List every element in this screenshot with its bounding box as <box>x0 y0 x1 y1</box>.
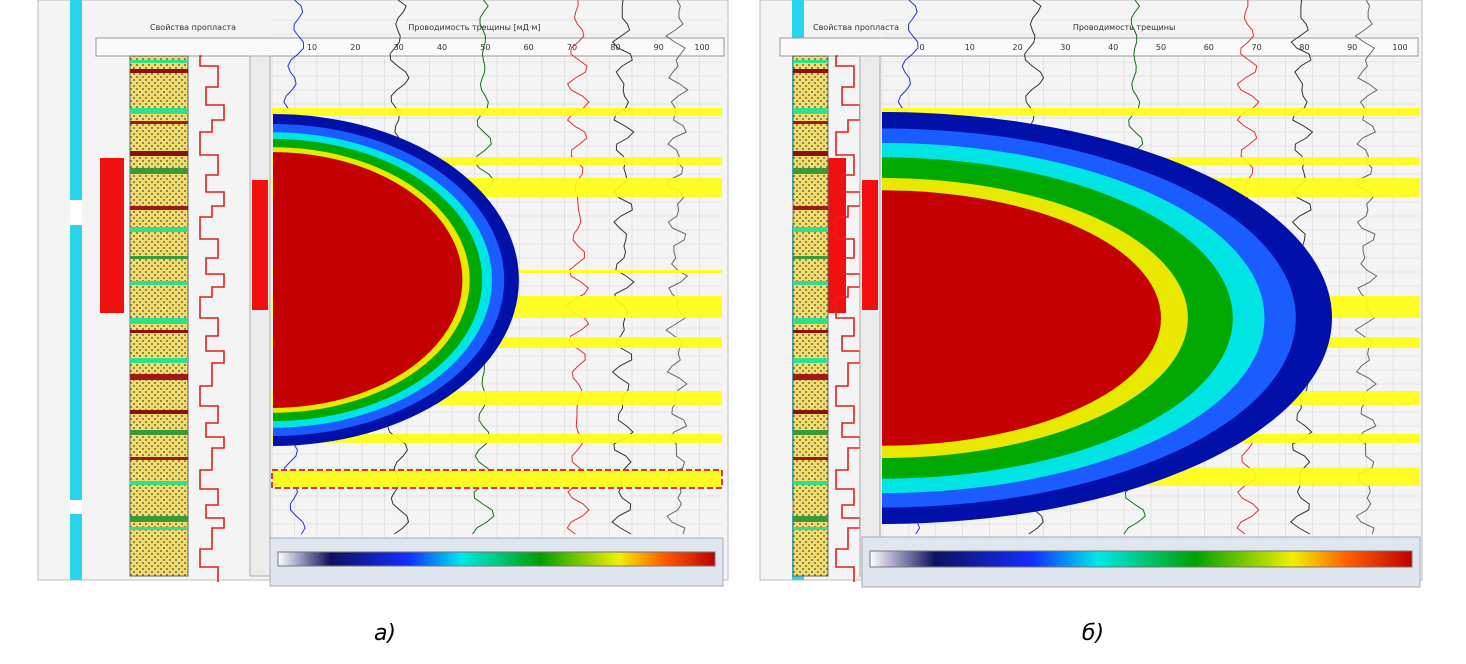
lith-stripe <box>130 374 188 380</box>
lith-stripe <box>793 481 828 485</box>
lith-stripe <box>130 358 188 363</box>
lith-stripe <box>130 430 188 435</box>
lith-stripe <box>793 256 828 259</box>
lith-stripe <box>793 430 828 435</box>
caption: а) <box>374 621 396 646</box>
track-title: Проводимость трещины <box>1073 23 1176 32</box>
track-title: Проводимость трещины [мД·м] <box>408 23 540 32</box>
depth-track <box>249 55 271 577</box>
perforation <box>862 180 878 310</box>
scale-tick-label: 20 <box>1013 43 1023 52</box>
lith-stripe <box>130 227 188 232</box>
scale-tick-label: 10 <box>965 43 975 52</box>
lith-stripe <box>793 206 828 210</box>
depth-track <box>859 55 881 577</box>
colorbar <box>869 550 1413 568</box>
lith-stripe <box>130 69 188 73</box>
log-trace <box>1354 0 1378 535</box>
strip-gap <box>70 200 82 225</box>
scale-tick-label: 100 <box>1392 43 1407 52</box>
scale-tick-label: 40 <box>437 43 447 52</box>
lith-stripe <box>793 318 828 324</box>
lithology <box>792 55 829 577</box>
lith-stripe <box>130 516 188 522</box>
scale-tick-label: 0 <box>919 43 924 52</box>
log-trace <box>611 0 635 535</box>
lith-stripe <box>130 108 188 114</box>
lith-stripe <box>793 374 828 380</box>
scale-tick-label: 10 <box>307 43 317 52</box>
lith-stripe <box>793 60 828 63</box>
pay-interval <box>272 108 722 116</box>
caption: б) <box>1082 621 1104 646</box>
scale-tick-label: 90 <box>1347 43 1357 52</box>
log-panel: Свойства пропласта Проводимость трещины [… <box>37 0 729 587</box>
perforation <box>252 180 268 310</box>
lithology <box>129 55 189 577</box>
lith-stripe <box>793 457 828 460</box>
scale-tick-label: 50 <box>1156 43 1166 52</box>
scale-tick-label: 40 <box>1108 43 1118 52</box>
scale-tick-label: 50 <box>480 43 490 52</box>
lith-stripe <box>793 69 828 73</box>
log-curve <box>835 55 861 582</box>
lith-stripe <box>130 60 188 63</box>
header-label: Свойства пропласта <box>150 23 236 32</box>
scale-tick-label: 20 <box>350 43 360 52</box>
lith-stripe <box>793 330 828 333</box>
lith-stripe <box>130 206 188 210</box>
header-bar <box>779 37 1419 57</box>
lith-stripe <box>130 168 188 174</box>
lith-stripe <box>130 410 188 414</box>
lith-stripe <box>793 410 828 414</box>
pay-interval <box>882 108 1420 116</box>
lith-stripe <box>793 121 828 124</box>
log-trace <box>665 0 689 535</box>
lith-stripe <box>130 527 188 530</box>
lith-stripe <box>130 151 188 156</box>
lith-stripe <box>130 330 188 333</box>
pay-interval <box>271 469 723 489</box>
lith-stripe <box>793 527 828 530</box>
header-bar <box>95 37 725 57</box>
scale-tick-label: 60 <box>1204 43 1214 52</box>
lith-stripe <box>793 168 828 174</box>
scale-tick-label: 80 <box>610 43 620 52</box>
header-label: Свойства пропласта <box>813 23 899 32</box>
lith-stripe <box>793 516 828 522</box>
lith-stripe <box>793 358 828 363</box>
pay-interval <box>272 157 722 165</box>
lith-stripe <box>130 457 188 460</box>
scale-tick-label: 30 <box>394 43 404 52</box>
log-curve <box>199 55 225 582</box>
lith-stripe <box>793 281 828 285</box>
log-panel: Свойства пропласта Проводимость трещины 0 1… <box>759 0 1423 588</box>
pay-interval <box>272 434 722 443</box>
lith-stripe <box>793 227 828 232</box>
scale-tick-label: 70 <box>1252 43 1262 52</box>
lith-stripe <box>793 151 828 156</box>
lith-stripe <box>130 481 188 485</box>
scale-tick-label: 100 <box>694 43 709 52</box>
scale-tick-label: 90 <box>654 43 664 52</box>
fracture-zone <box>882 190 1161 446</box>
lith-stripe <box>130 318 188 324</box>
scale-tick-label: 30 <box>1060 43 1070 52</box>
colorbar <box>277 551 716 567</box>
lith-stripe <box>130 121 188 124</box>
strip-gap <box>70 500 82 514</box>
scale-tick-label: 60 <box>524 43 534 52</box>
lith-stripe <box>130 281 188 285</box>
perforation <box>100 158 124 313</box>
fracture-zone <box>273 152 463 408</box>
log-trace <box>566 0 590 535</box>
depth-strip <box>70 0 82 580</box>
lith-stripe <box>130 256 188 259</box>
scale-tick-label: 80 <box>1299 43 1309 52</box>
lith-stripe <box>793 108 828 114</box>
